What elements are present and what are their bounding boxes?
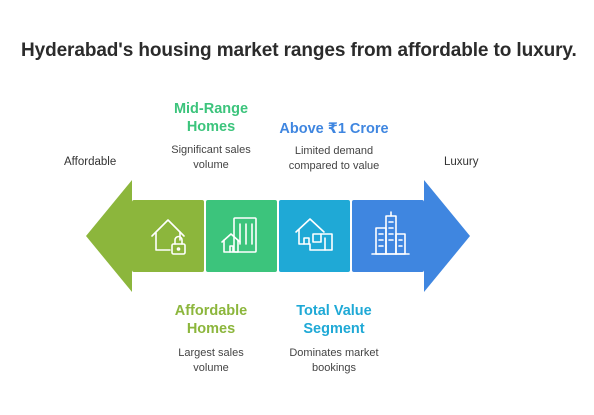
right-arrowhead (424, 180, 470, 292)
affordable-end-label: Affordable (64, 156, 117, 168)
above-crore-desc-line2: compared to value (288, 160, 380, 172)
affordable-heading: Affordable Homes (156, 302, 266, 338)
above-crore-desc-line1: Limited demand (294, 145, 374, 157)
affordable-heading-line2: Homes (186, 321, 236, 337)
affordable-desc-line1: Largest sales (178, 347, 244, 359)
above-crore-heading: Above ₹1 Crore (279, 121, 389, 137)
total-value-desc-line1: Dominates market (289, 347, 379, 359)
segment-total-value (279, 200, 350, 272)
segment-affordable (132, 200, 204, 272)
total-value-heading: Total Value Segment (270, 302, 398, 338)
page-title: Hyderabad's housing market ranges from a… (21, 40, 577, 61)
luxury-end-label: Luxury (444, 156, 479, 168)
mid-range-heading-line2: Homes (186, 119, 236, 135)
villa-icon (295, 218, 333, 251)
mid-range-heading: Mid-Range Homes (156, 100, 266, 136)
segment-mid-range (206, 200, 277, 272)
affordable-description: Largest sales volume (156, 346, 266, 376)
house-lock-icon (151, 219, 186, 255)
mid-range-description: Significant sales volume (156, 143, 266, 173)
affordable-heading-line1: Affordable (174, 303, 248, 319)
mid-range-heading-line1: Mid-Range (173, 101, 249, 117)
mid-range-desc-line2: volume (193, 159, 229, 171)
total-value-description: Dominates market bookings (270, 346, 398, 376)
affordable-desc-line2: volume (193, 362, 229, 374)
above-crore-description: Limited demand compared to value (270, 144, 398, 174)
skyscrapers-icon (371, 211, 410, 255)
segment-above-crore (352, 200, 424, 272)
mid-range-desc-line1: Significant sales (171, 144, 251, 156)
total-value-heading-line1: Total Value (296, 303, 372, 319)
houses-building-icon (221, 217, 257, 253)
total-value-desc-line2: bookings (311, 362, 357, 374)
left-arrowhead (86, 180, 132, 292)
total-value-heading-line2: Segment (303, 321, 365, 337)
